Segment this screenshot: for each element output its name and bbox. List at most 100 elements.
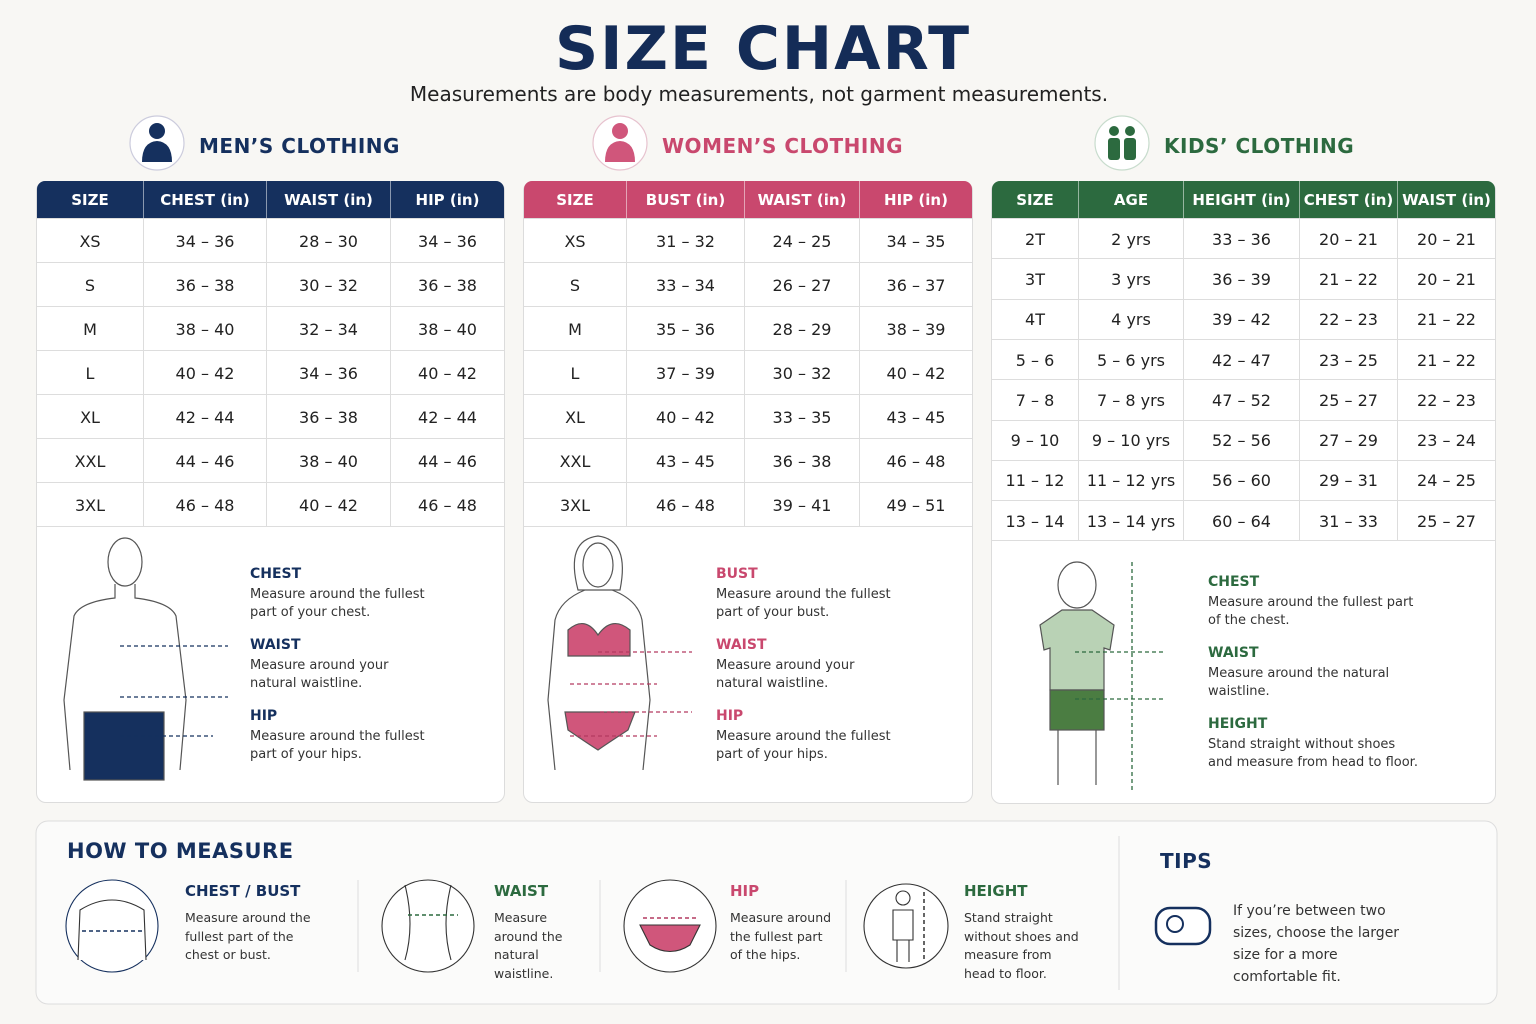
table-cell: 13 – 14 yrs bbox=[1078, 500, 1183, 542]
table-cell: 46 – 48 bbox=[626, 482, 744, 527]
table-cell: 35 – 36 bbox=[626, 306, 744, 351]
column-header: WAIST (in) bbox=[1397, 181, 1495, 218]
table-cell: 40 – 42 bbox=[143, 350, 266, 395]
measure-label: CHEST / BUST bbox=[185, 882, 301, 900]
table-cell: 4 yrs bbox=[1078, 298, 1183, 340]
table-cell: 38 – 40 bbox=[266, 438, 390, 483]
table-bottom bbox=[992, 540, 1495, 542]
guide-label: BUST bbox=[716, 566, 758, 582]
table-cell: 11 – 12 yrs bbox=[1078, 459, 1183, 502]
table-cell: 30 – 32 bbox=[266, 262, 390, 307]
table-cell: 4T bbox=[992, 298, 1078, 340]
table-cell: 33 – 34 bbox=[626, 262, 744, 307]
table-cell: 42 – 44 bbox=[143, 394, 266, 439]
table-cell: 2T bbox=[992, 218, 1078, 260]
table-cell: L bbox=[524, 350, 626, 395]
table-cell: 2 yrs bbox=[1078, 218, 1183, 260]
guide-label: HIP bbox=[716, 708, 744, 724]
section-title: KIDS’ CLOTHING bbox=[1164, 134, 1355, 158]
tips-title: TIPS bbox=[1160, 849, 1213, 873]
measure-text: Measure around the fullest part of the c… bbox=[185, 910, 311, 962]
column-header: HIP (in) bbox=[390, 181, 504, 218]
table-cell: 36 – 39 bbox=[1183, 258, 1299, 300]
table-cell: XXL bbox=[37, 438, 143, 483]
table-cell: 23 – 24 bbox=[1397, 419, 1495, 461]
guide-label: WAIST bbox=[716, 637, 767, 653]
table-bottom bbox=[37, 526, 504, 527]
table-cell: 24 – 25 bbox=[1397, 459, 1495, 502]
table-cell: 20 – 21 bbox=[1397, 218, 1495, 260]
table-cell: 39 – 41 bbox=[744, 482, 859, 527]
table-cell: 3XL bbox=[524, 482, 626, 527]
table-cell: 25 – 27 bbox=[1299, 379, 1397, 421]
table-cell: 36 – 37 bbox=[859, 262, 972, 307]
column-header: SIZE bbox=[71, 190, 109, 209]
table-cell: 40 – 42 bbox=[390, 350, 504, 395]
table-cell: 36 – 38 bbox=[266, 394, 390, 439]
guide-text: Measure around the fullest part of your … bbox=[250, 587, 425, 620]
measure-text: Measure around the fullest part of the h… bbox=[730, 910, 832, 962]
table-cell: 27 – 29 bbox=[1299, 419, 1397, 461]
table-cell: 40 – 42 bbox=[626, 394, 744, 439]
table-cell: 47 – 52 bbox=[1183, 379, 1299, 421]
column-header: SIZE bbox=[1016, 190, 1054, 209]
table-cell: 34 – 35 bbox=[859, 218, 972, 263]
table-cell: 38 – 40 bbox=[143, 306, 266, 351]
table-cell: 36 – 38 bbox=[390, 262, 504, 307]
table-cell: 46 – 48 bbox=[859, 438, 972, 483]
table-cell: 34 – 36 bbox=[390, 218, 504, 263]
column-header: WAIST (in) bbox=[266, 181, 390, 218]
table-cell: 23 – 25 bbox=[1299, 338, 1397, 381]
guide-label: WAIST bbox=[1208, 645, 1259, 661]
header-bg bbox=[992, 181, 1495, 218]
section-title: MEN’S CLOTHING bbox=[199, 134, 400, 158]
table-cell: 24 – 25 bbox=[744, 218, 859, 263]
table-cell: 21 – 22 bbox=[1397, 298, 1495, 340]
section-title: WOMEN’S CLOTHING bbox=[662, 134, 904, 158]
table-cell: 20 – 21 bbox=[1397, 258, 1495, 300]
table-cell: 49 – 51 bbox=[859, 482, 972, 527]
table-cell: 46 – 48 bbox=[390, 482, 504, 527]
table-cell: L bbox=[37, 350, 143, 395]
table-cell: 7 – 8 yrs bbox=[1078, 379, 1183, 421]
guide-label: WAIST bbox=[250, 637, 301, 653]
table-cell: 9 – 10 yrs bbox=[1078, 419, 1183, 461]
table-cell: 34 – 36 bbox=[143, 218, 266, 263]
table-cell: 38 – 40 bbox=[390, 306, 504, 351]
table-cell: 31 – 33 bbox=[1299, 500, 1397, 542]
table-cell: 28 – 30 bbox=[266, 218, 390, 263]
table-cell: 60 – 64 bbox=[1183, 500, 1299, 542]
table-cell: 44 – 46 bbox=[143, 438, 266, 483]
table-cell: 37 – 39 bbox=[626, 350, 744, 395]
table-cell: 36 – 38 bbox=[744, 438, 859, 483]
column-header: BUST (in) bbox=[626, 181, 744, 218]
table-cell: 5 – 6 yrs bbox=[1078, 338, 1183, 381]
table-cell: 44 – 46 bbox=[390, 438, 504, 483]
table-cell: 13 – 14 bbox=[992, 500, 1078, 542]
table-cell: XXL bbox=[524, 438, 626, 483]
table-cell: 22 – 23 bbox=[1299, 298, 1397, 340]
table-cell: 21 – 22 bbox=[1299, 258, 1397, 300]
column-header: HIP (in) bbox=[859, 181, 972, 218]
table-cell: M bbox=[37, 306, 143, 351]
table-cell: 22 – 23 bbox=[1397, 379, 1495, 421]
column-header: SIZE bbox=[556, 190, 594, 209]
table-cell: 42 – 44 bbox=[390, 394, 504, 439]
table-cell: 33 – 36 bbox=[1183, 218, 1299, 260]
column-header: WAIST (in) bbox=[744, 181, 859, 218]
table-cell: 20 – 21 bbox=[1299, 218, 1397, 260]
table-cell: 7 – 8 bbox=[992, 379, 1078, 421]
table-cell: 38 – 39 bbox=[859, 306, 972, 351]
column-header: AGE bbox=[1078, 181, 1183, 218]
table-cell: 42 – 47 bbox=[1183, 338, 1299, 381]
table-cell: 31 – 32 bbox=[626, 218, 744, 263]
measure-label: HEIGHT bbox=[964, 882, 1028, 900]
tips-text: If you’re between two sizes, choose the … bbox=[1233, 903, 1400, 985]
table-cell: 9 – 10 bbox=[992, 419, 1078, 461]
table-cell: 40 – 42 bbox=[859, 350, 972, 395]
table-cell: 46 – 48 bbox=[143, 482, 266, 527]
table-cell: 25 – 27 bbox=[1397, 500, 1495, 542]
guide-text: Measure around the fullest part of your … bbox=[716, 729, 891, 762]
